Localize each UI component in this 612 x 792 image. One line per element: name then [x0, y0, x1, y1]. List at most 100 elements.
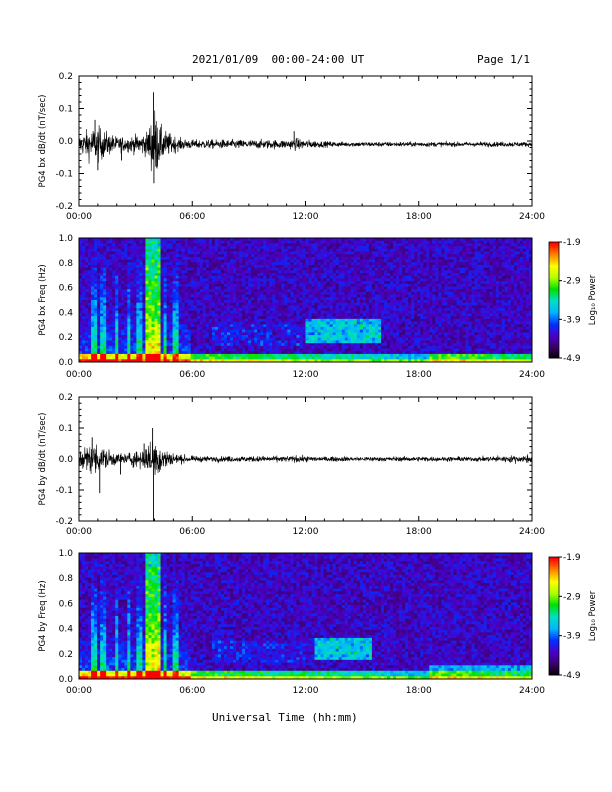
- spectrogram-cell: [296, 289, 300, 293]
- spectrogram-cell: [257, 240, 261, 244]
- spectrogram-cell: [82, 262, 86, 266]
- spectrogram-cell: [314, 294, 318, 298]
- spectrogram-cell: [103, 302, 107, 306]
- spectrogram-cell: [341, 356, 346, 360]
- spectrogram-cell: [281, 305, 285, 309]
- spectrogram-cell: [130, 316, 134, 320]
- spectrogram-cell: [353, 286, 358, 290]
- spectrogram-cell: [293, 251, 297, 255]
- spectrogram-cell: [287, 243, 291, 247]
- spectrogram-cell: [139, 343, 143, 347]
- spectrogram-cell: [317, 262, 321, 266]
- spectrogram-cell: [317, 267, 321, 271]
- spectrogram-cell: [157, 300, 161, 304]
- spectrogram-cell: [341, 278, 346, 282]
- spectrogram-cell: [79, 270, 83, 274]
- spectrogram-cell: [317, 264, 321, 269]
- spectrogram-cell: [130, 302, 134, 306]
- spectrogram-cell: [323, 329, 328, 333]
- spectrogram-cell: [242, 248, 246, 252]
- spectrogram-cell: [314, 281, 318, 285]
- spectrogram-cell: [387, 316, 391, 320]
- spectrogram-cell: [356, 294, 361, 298]
- spectrogram-cell: [341, 289, 346, 293]
- spectrogram-cell: [384, 313, 388, 317]
- spectrogram-cell: [103, 248, 107, 252]
- spectrogram-cell: [94, 356, 98, 360]
- spectrogram-cell: [103, 278, 107, 282]
- spectrogram-cell: [97, 273, 101, 277]
- spectrogram-cell: [121, 289, 125, 293]
- spectrogram-cell: [187, 351, 192, 355]
- spectrogram-cell: [199, 324, 204, 328]
- spectrogram-cell: [263, 353, 267, 358]
- spectrogram-cell: [223, 313, 228, 317]
- spectrogram-cell: [97, 246, 101, 250]
- spectrogram-cell: [220, 300, 225, 304]
- spectrogram-cell: [359, 308, 364, 312]
- spectrogram-cell: [344, 310, 349, 314]
- spectrogram-cell: [133, 324, 137, 328]
- spectrogram-cell: [208, 343, 213, 347]
- spectrogram-cell: [82, 348, 86, 352]
- spectrogram-cell: [130, 291, 134, 296]
- spectrogram-cell: [91, 286, 95, 290]
- spectrogram-cell: [178, 297, 183, 301]
- spectrogram-cell: [374, 278, 379, 282]
- spectrogram-cell: [190, 332, 195, 336]
- spectrogram-cell: [326, 321, 331, 325]
- spectrogram-cell: [335, 243, 340, 247]
- spectrogram-cell: [202, 297, 207, 301]
- spectrogram-cell: [109, 351, 113, 355]
- spectrogram-cell: [175, 305, 180, 309]
- spectrogram-cell: [233, 356, 237, 360]
- spectrogram-cell: [85, 302, 89, 306]
- spectrogram-cell: [233, 238, 237, 242]
- spectrogram-cell: [299, 267, 303, 271]
- spectrogram-cell: [163, 251, 167, 255]
- spectrogram-cell: [193, 351, 198, 355]
- spectrogram-cell: [112, 281, 116, 285]
- spectrogram-cell: [103, 313, 107, 317]
- spectrogram-cell: [353, 302, 358, 306]
- spectrogram-cell: [266, 337, 270, 341]
- spectrogram-cell: [97, 291, 101, 296]
- spectrogram-cell: [230, 332, 234, 336]
- spectrogram-cell: [202, 246, 207, 250]
- spectrogram-cell: [290, 343, 294, 347]
- spectrogram-cell: [139, 264, 143, 269]
- spectrogram-cell: [302, 353, 306, 358]
- spectrogram-cell: [127, 324, 131, 328]
- spectrogram-cell: [124, 359, 128, 363]
- spectrogram-cell: [223, 324, 228, 328]
- spectrogram-cell: [335, 353, 340, 358]
- spectrogram-cell: [151, 359, 155, 363]
- spectrogram-cell: [281, 259, 285, 263]
- spectrogram-cell: [205, 248, 210, 252]
- spectrogram-cell: [293, 310, 297, 314]
- spectrogram-cell: [260, 283, 264, 287]
- spectrogram-cell: [106, 278, 110, 282]
- spectrogram-cell: [79, 278, 83, 282]
- spectrogram-cell: [296, 313, 300, 317]
- spectrogram-cell: [356, 246, 361, 250]
- spectrogram-cell: [269, 286, 273, 290]
- spectrogram-cell: [190, 243, 195, 247]
- spectrogram-cell: [139, 267, 143, 271]
- spectrogram-cell: [230, 310, 234, 314]
- spectrogram-cell: [163, 240, 167, 244]
- spectrogram-cell: [115, 308, 119, 312]
- spectrogram-cell: [127, 251, 131, 255]
- spectrogram-cell: [226, 300, 231, 304]
- spectrogram-cell: [196, 254, 201, 258]
- spectrogram-cell: [91, 332, 95, 336]
- spectrogram-cell: [329, 343, 334, 347]
- spectrogram-cell: [362, 238, 367, 242]
- spectrogram-cell: [338, 264, 343, 269]
- spectrogram-cell: [133, 310, 137, 314]
- spectrogram-cell: [368, 286, 373, 290]
- spectrogram-cell: [323, 332, 328, 336]
- spectrogram-cell: [344, 302, 349, 306]
- spectrogram-cell: [151, 262, 155, 266]
- spectrogram-cell: [133, 329, 137, 333]
